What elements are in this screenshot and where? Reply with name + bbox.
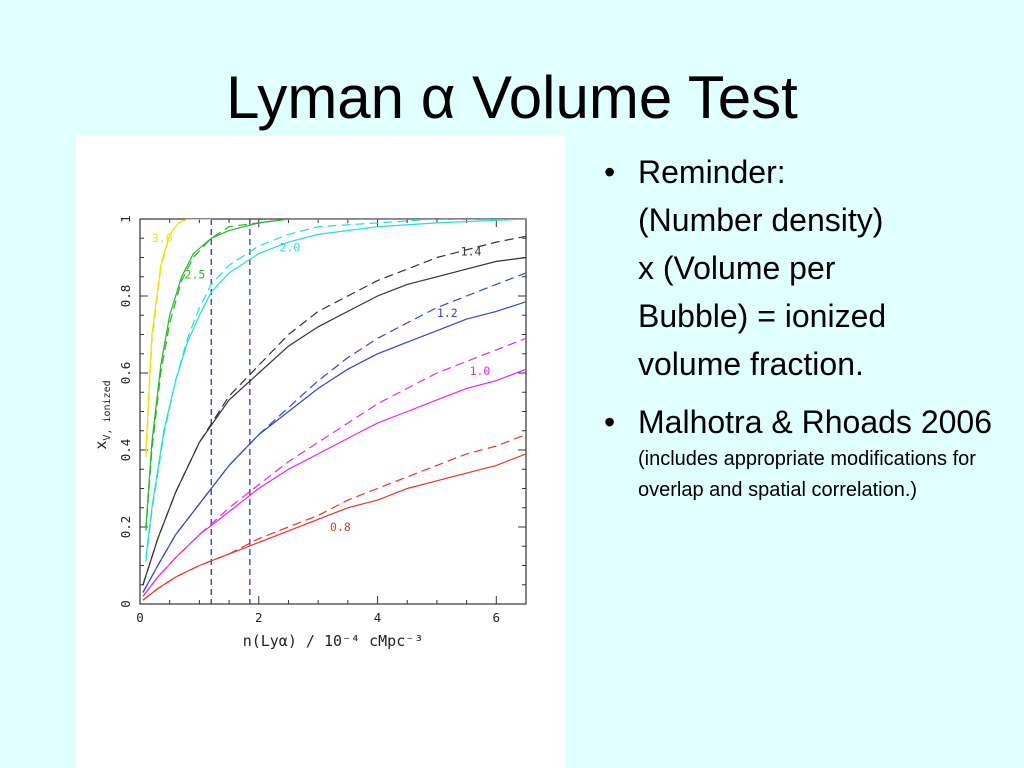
series-label-1.4: 1.4 [461, 245, 482, 259]
bullet-dot: • [604, 154, 616, 190]
series-line-1.4 [142, 256, 526, 585]
x-tick-label: 2 [255, 610, 263, 625]
slide-title: Lyman α Volume Test [226, 64, 798, 131]
y-tick-label: 0 [118, 600, 133, 608]
x-tick-label: 0 [136, 610, 144, 625]
curves [142, 219, 526, 601]
x-tick-label: 6 [493, 610, 501, 625]
series-label-2.5: 2.5 [185, 268, 206, 282]
series-line-1.2 [142, 301, 526, 593]
series-label-1.0: 1.0 [470, 364, 491, 378]
y-axis-label: xV, ionized [92, 380, 113, 449]
series-label-0.8: 0.8 [330, 520, 351, 534]
series-line-dashed-0.8 [142, 434, 526, 601]
ionized-fraction-chart: 0 2 4 6 0 0.2 0.4 0.6 0.8 1 3.0 2.5 2.0 1.4 1.2 1.0 0.8… [92, 215, 527, 650]
svg-text:xV, ionized: xV, ionized [92, 380, 113, 449]
chart-panel: 0 2 4 6 0 0.2 0.4 0.6 0.8 1 3.0 2.5 2.0 1.4 1.2 1.0 0.8… [76, 136, 565, 768]
reference-lines [210, 219, 251, 604]
curve-labels: 3.0 2.5 2.0 1.4 1.2 1.0 0.8 [152, 231, 491, 534]
series-label-1.2: 1.2 [437, 306, 458, 320]
y-tick-label: 0.6 [118, 362, 133, 385]
x-axis-label: n(Lyα) / 10⁻⁴ cMpc⁻³ [243, 632, 424, 650]
series-line-dashed-1.4 [142, 235, 526, 585]
bullet-item: • Reminder: (Number density) x (Volume p… [600, 148, 1010, 388]
y-tick-label: 0.2 [118, 516, 133, 539]
series-line-dashed-1.2 [142, 272, 526, 593]
bullet-dot: • [604, 404, 616, 440]
series-line-2.0 [145, 219, 526, 558]
series-line-2.5 [145, 219, 526, 528]
bullet-subtext: (includes appropriate modifications for … [638, 448, 976, 501]
y-tick-label: 0.8 [118, 285, 133, 308]
bullet-item: • Malhotra & Rhoads 2006 (includes appro… [600, 398, 1010, 506]
axis-ticks: 0 2 4 6 0 0.2 0.4 0.6 0.8 1 [118, 215, 526, 625]
series-line-dashed-2.0 [145, 219, 526, 562]
series-label-2.0: 2.0 [280, 241, 301, 255]
bullet-text: Reminder: (Number density) x (Volume per… [638, 154, 887, 382]
y-tick-label: 0.4 [118, 439, 133, 462]
series-line-dashed-2.5 [145, 219, 526, 531]
bullet-list: • Reminder: (Number density) x (Volume p… [600, 148, 1010, 506]
series-line-dashed-1.0 [142, 337, 526, 597]
series-line-dashed-3.0 [145, 219, 212, 458]
bullet-text: Malhotra & Rhoads 2006 [638, 404, 992, 440]
y-tick-label: 1 [118, 215, 133, 223]
y-axis-label-main: x [92, 441, 110, 450]
series-label-3.0: 3.0 [152, 231, 173, 245]
series-line-1.0 [142, 368, 526, 597]
y-axis-label-sub: V, ionized [102, 380, 113, 440]
x-tick-label: 4 [374, 610, 382, 625]
